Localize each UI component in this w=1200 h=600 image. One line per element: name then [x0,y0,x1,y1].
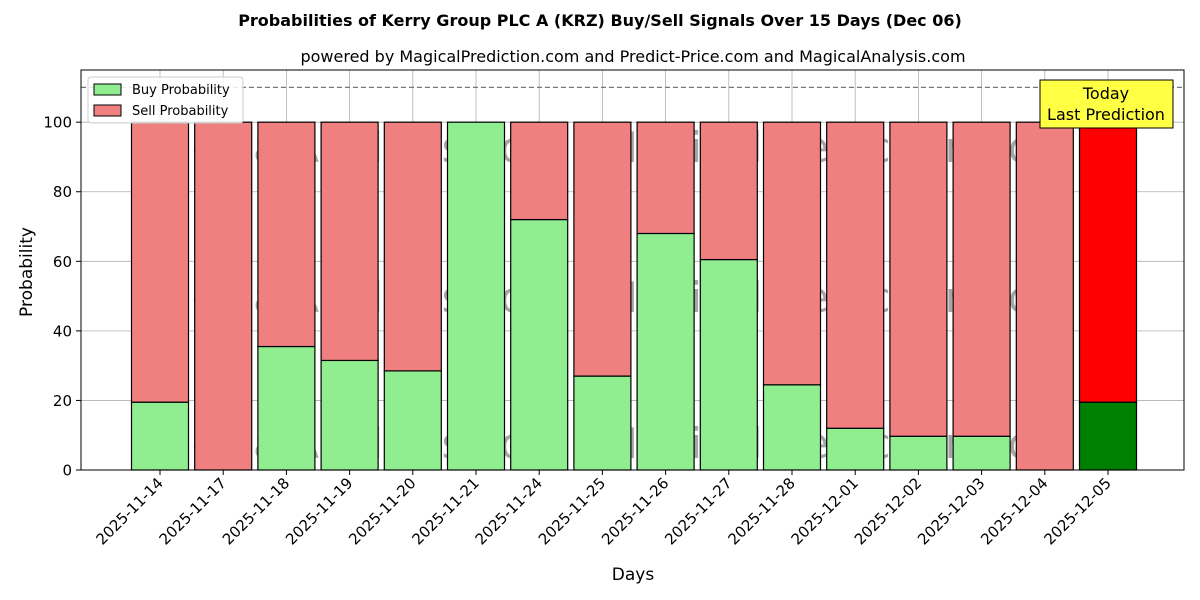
sell-bar [320,121,379,362]
legend-box [87,76,244,124]
sell-bar [383,121,442,372]
y-tick-label: 20 [53,392,72,410]
legend-label: Sell Probability [132,104,229,119]
chart-subtitle: powered by MagicalPrediction.com and Pre… [300,47,965,66]
buy-bar [257,345,316,471]
y-axis-label: Probability [17,227,37,317]
x-axis-label: Days [612,565,655,585]
annotation-box [1039,79,1174,129]
sell-bar [952,121,1011,437]
legend: Buy Probability Sell Probability [87,76,244,124]
legend-swatch [93,104,122,117]
buy-bar [699,258,758,471]
annotation-line2: Last Prediction [1047,105,1165,124]
y-tick-label: 40 [53,322,72,340]
sell-bar [762,121,822,386]
sell-bar [699,121,758,261]
buy-bar [510,218,569,471]
y-tick-label: 60 [53,253,72,271]
y-tick-label: 100 [43,114,72,132]
sell-bar [194,121,253,471]
plot-area: MagicalAnalysis.comMagicalPrediction.com… [43,69,1185,548]
sell-bar [826,121,885,429]
chart-title: Probabilities of Kerry Group PLC A (KRZ)… [238,11,962,30]
legend-label: Buy Probability [132,83,230,98]
buy-bar [952,435,1011,471]
sell-bar [1015,121,1074,471]
legend-swatch [93,83,122,96]
sell-bar [1078,121,1138,403]
sell-bar [573,121,632,377]
buy-bar [889,435,948,471]
buy-bar [446,121,506,471]
sell-bar [510,121,569,221]
buy-bar [320,359,379,471]
sell-bar [130,121,190,403]
y-tick-label: 80 [53,183,72,201]
axes-frame [80,69,1185,471]
buy-bar [1078,401,1138,471]
buy-bar [130,401,190,471]
sell-bar [636,121,695,235]
buy-bar [762,384,822,471]
buy-bar [573,375,632,471]
sell-bar [257,121,316,348]
buy-bar [383,370,442,471]
y-tick-label: 0 [62,462,72,480]
buy-bar [636,232,695,471]
buy-bar [826,427,885,471]
sell-bar [889,121,948,437]
annotation-line1: Today [1082,84,1129,103]
